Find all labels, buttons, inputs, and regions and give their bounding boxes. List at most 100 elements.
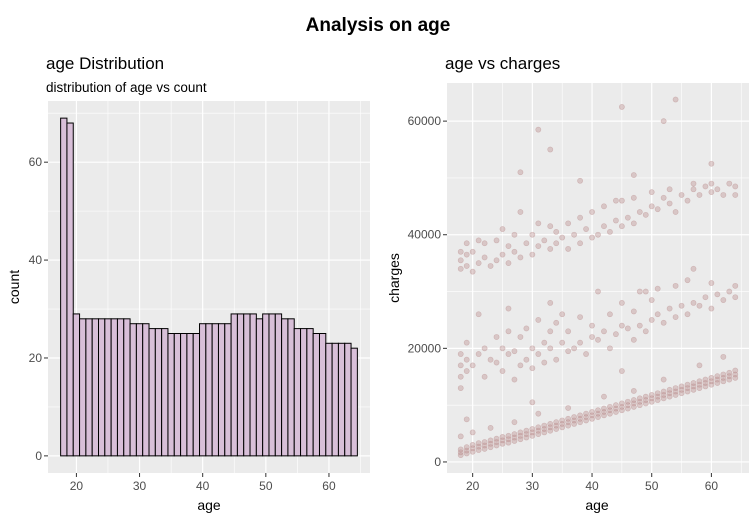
scatter-point [463,356,470,363]
scatter-point [493,359,500,366]
scatter-point [463,240,470,247]
scatter-point [684,311,691,318]
y-tick-label: 60 [29,155,43,169]
scatter-point [535,424,542,431]
scatter-point [553,240,560,247]
scatter-point [630,397,637,403]
scatter-point [642,211,649,218]
scatter-point [702,183,709,190]
scatter-point [487,424,494,431]
scatter-point [553,419,560,426]
scatter-point [493,334,500,340]
scatter-point [571,345,578,352]
scatter-point [624,325,631,332]
histogram-bar [325,342,333,457]
scatter-point [535,126,542,133]
scatter-point [660,319,667,326]
scatter-point [499,226,506,232]
scatter-point [589,209,595,215]
histogram-bar [79,318,87,457]
scatter-gridlines [447,83,749,473]
scatter-point [463,263,470,269]
scatter-point [553,356,560,363]
scatter-point [666,305,673,312]
scatter-point [607,311,613,318]
scatter-point [571,414,578,420]
scatter-point [469,442,476,448]
y-tick-label: 20000 [408,341,442,355]
scatter-point [589,234,595,241]
scatter-point [642,393,649,400]
histogram-bar [230,313,238,457]
scatter-point [535,351,542,357]
scatter-point [505,432,512,439]
scatter-point [577,339,583,346]
scatter-point [648,297,655,303]
figure-title: Analysis on age [306,15,451,36]
scatter-point [583,351,589,357]
histogram-bar [91,318,100,457]
scatter-point [505,328,512,335]
scatter-point [613,197,619,204]
scatter-point [624,398,631,405]
histogram-bar [205,323,213,457]
x-tick-label: 60 [705,479,719,493]
scatter-point [457,373,464,380]
scatter-point [613,402,619,409]
scatter-point [630,308,637,315]
scatter-point [672,282,679,289]
scatter-point [660,388,667,395]
histogram-bar [224,323,232,457]
scatter-point [595,336,601,343]
histogram-bar [287,318,295,457]
scatter-point [517,169,524,176]
scatter-point [720,297,727,303]
scatter-point [654,390,661,397]
scatter-point [690,299,697,306]
scatter-point [499,345,506,352]
scatter-point [559,417,566,424]
scatter-point [499,434,506,440]
scatter-point [529,365,536,372]
scatter-point [583,226,589,232]
scatter-point [630,220,637,227]
scatter-point [636,322,643,329]
scatter-point [565,328,572,335]
histogram-bar [173,333,182,457]
scatter-point [618,322,625,329]
scatter-point [702,294,709,301]
scatter-point [583,410,589,417]
scatter-point [469,248,476,255]
scatter-point [535,243,542,249]
scatter-point [511,419,518,426]
scatter-point [726,369,733,376]
x-tick-label: 20 [466,479,480,493]
scatter-point [475,237,482,244]
scatter-point [481,254,488,261]
scatter-point [571,231,578,238]
scatter-point [469,429,476,436]
scatter-point [618,368,625,374]
scatter-point [714,373,721,380]
scatter-point [475,440,482,447]
scatter-point [541,359,548,366]
scatter-point [529,231,536,238]
x-tick-label: 40 [585,479,599,493]
scatter-point [684,381,691,388]
scatter-point [702,376,709,383]
scatter-point [511,248,518,255]
scatter-panel [447,83,749,473]
scatter-point [487,356,494,363]
scatter-point [607,403,613,410]
scatter-point [648,317,655,323]
x-tick-label: 40 [196,479,210,493]
scatter-point [511,431,518,438]
scatter-point [535,410,542,417]
histogram-bar [186,333,194,457]
scatter-point [672,385,679,392]
scatter-point [690,380,697,386]
scatter-point [541,422,548,429]
scatter-y-label: charges [386,253,402,303]
histogram-bar [129,323,137,457]
scatter-point [720,353,727,360]
